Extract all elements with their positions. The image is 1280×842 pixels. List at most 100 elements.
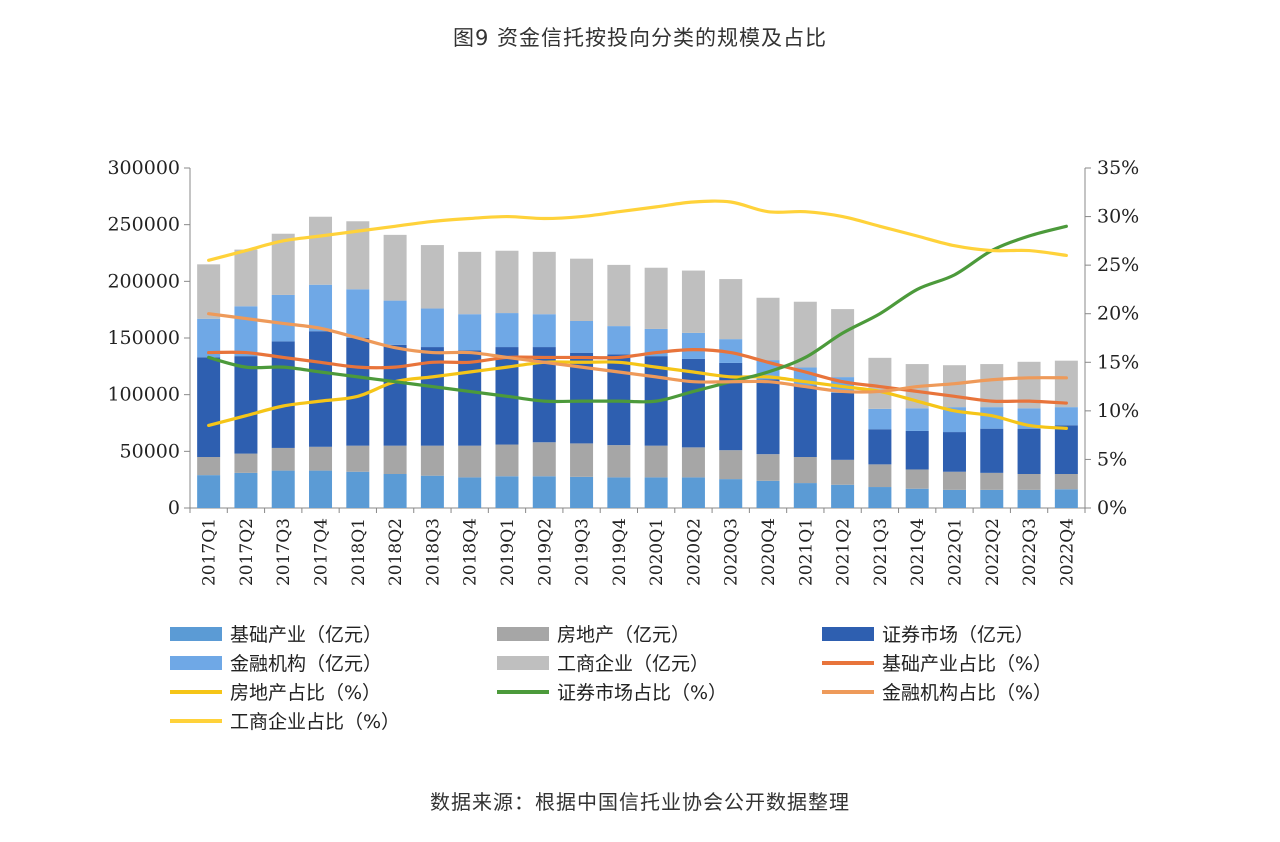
legend-swatch-bar [170, 656, 222, 670]
bar-segment-1 [458, 477, 482, 508]
bar-segment-5 [383, 234, 407, 301]
bar-segment-2 [831, 459, 855, 485]
x-tick-label: 2019Q4 [610, 518, 630, 586]
bar-segment-1 [942, 489, 966, 508]
bar-segment-4 [1054, 407, 1078, 426]
bar-segment-1 [905, 488, 929, 508]
bar-segment-3 [868, 429, 892, 465]
x-tick-label: 2019Q3 [573, 518, 593, 586]
legend-label: 工商企业（亿元） [557, 653, 709, 675]
x-tick-label: 2019Q1 [498, 518, 518, 586]
bar-segment-3 [831, 392, 855, 460]
x-tick-label: 2018Q1 [349, 518, 369, 586]
x-tick-label: 2022Q3 [1020, 518, 1040, 586]
right-tick-label: 20% [1097, 303, 1139, 325]
x-tick-label: 2022Q1 [945, 518, 965, 586]
x-tick-label: 2021Q1 [796, 518, 816, 586]
x-tick-label: 2020Q4 [759, 518, 779, 586]
bar-segment-5 [831, 309, 855, 378]
bar-segment-5 [980, 364, 1004, 408]
legend-label: 基础产业占比（%） [882, 653, 1052, 675]
bar-segment-2 [756, 454, 780, 481]
bar-segment-4 [570, 321, 594, 353]
bar-segment-1 [271, 470, 295, 508]
x-tick-label: 2021Q2 [834, 518, 854, 586]
bar-segment-2 [309, 446, 333, 471]
bar-segment-5 [495, 250, 519, 314]
legend: 基础产业（亿元） 房地产（亿元） 证券市场（亿元） 金融机构（亿元） 工商企业（亿元） 基… [170, 624, 1052, 733]
bars-group [197, 216, 1078, 508]
bar-segment-5 [420, 245, 444, 309]
bar-segment-3 [420, 347, 444, 446]
bar-segment-5 [719, 279, 743, 340]
bar-segment-5 [458, 251, 482, 315]
bar-segment-4 [532, 314, 556, 348]
x-tick-label: 2021Q3 [871, 518, 891, 586]
legend-label: 金融机构（亿元） [230, 653, 382, 675]
chart-area: 0 50000 100000 150000 200000 250000 300000 0% 5%… [107, 157, 1139, 733]
bar-segment-4 [868, 408, 892, 430]
bar-segment-5 [756, 297, 780, 361]
bar-segment-5 [1054, 360, 1078, 408]
left-tick-label: 250000 [107, 214, 180, 236]
bar-segment-5 [1017, 361, 1041, 409]
right-tick-label: 5% [1097, 448, 1127, 470]
bar-segment-2 [1054, 474, 1078, 490]
bar-segment-4 [346, 289, 370, 338]
bar-segment-2 [383, 445, 407, 474]
legend-label: 基础产业（亿元） [230, 624, 382, 646]
bar-segment-3 [1054, 425, 1078, 474]
bar-segment-3 [570, 352, 594, 444]
bar-segment-2 [197, 457, 221, 476]
bar-segment-3 [458, 350, 482, 446]
bar-segment-4 [420, 308, 444, 348]
bar-segment-3 [793, 385, 817, 457]
legend-swatch-bar [822, 627, 874, 641]
bar-segment-4 [383, 300, 407, 345]
x-tick-label: 2020Q2 [684, 518, 704, 586]
bar-segment-1 [532, 476, 556, 508]
bar-segment-4 [309, 284, 333, 332]
line-series-1 [207, 348, 1068, 405]
bar-segment-4 [495, 313, 519, 348]
legend-label: 金融机构占比（%） [882, 682, 1052, 704]
bar-segment-5 [532, 251, 556, 315]
bar-segment-2 [905, 469, 929, 489]
bar-segment-3 [905, 430, 929, 470]
bar-segment-3 [234, 356, 258, 454]
bar-segment-2 [868, 464, 892, 488]
bar-segment-3 [532, 347, 556, 443]
bar-segment-2 [234, 453, 258, 473]
x-tick-label: 2018Q2 [386, 518, 406, 586]
bar-segment-5 [868, 357, 892, 409]
right-tick-label: 25% [1097, 254, 1139, 276]
bar-segment-4 [234, 306, 258, 357]
x-tick-label: 2019Q2 [535, 518, 555, 586]
bar-segment-2 [271, 447, 295, 471]
bar-segment-1 [831, 484, 855, 508]
bar-segment-2 [793, 457, 817, 484]
bar-segment-3 [346, 338, 370, 446]
legend-label: 房地产占比（%） [230, 682, 381, 704]
bar-segment-5 [681, 270, 705, 333]
lines-group [207, 199, 1068, 430]
legend-label: 证券市场（亿元） [882, 624, 1034, 646]
legend-label: 证券市场占比（%） [557, 682, 727, 704]
bar-segment-4 [905, 408, 929, 431]
bar-segment-1 [383, 474, 407, 508]
bar-segment-1 [570, 476, 594, 508]
bar-segment-4 [681, 332, 705, 359]
left-tick-label: 0 [168, 497, 180, 519]
right-tick-label: 15% [1097, 351, 1139, 373]
bar-segment-5 [271, 233, 295, 295]
x-tick-label: 2020Q1 [647, 518, 667, 586]
bar-segment-5 [607, 264, 631, 327]
bar-segment-1 [234, 472, 258, 508]
bar-segment-5 [644, 267, 668, 329]
bar-segment-4 [197, 318, 221, 358]
x-tick-label: 2017Q3 [274, 518, 294, 586]
x-tick-label: 2018Q4 [461, 518, 481, 586]
chart-title: 图9 资金信托按投向分类的规模及占比 [452, 26, 828, 50]
bar-segment-2 [681, 447, 705, 478]
bar-segment-5 [309, 216, 333, 285]
